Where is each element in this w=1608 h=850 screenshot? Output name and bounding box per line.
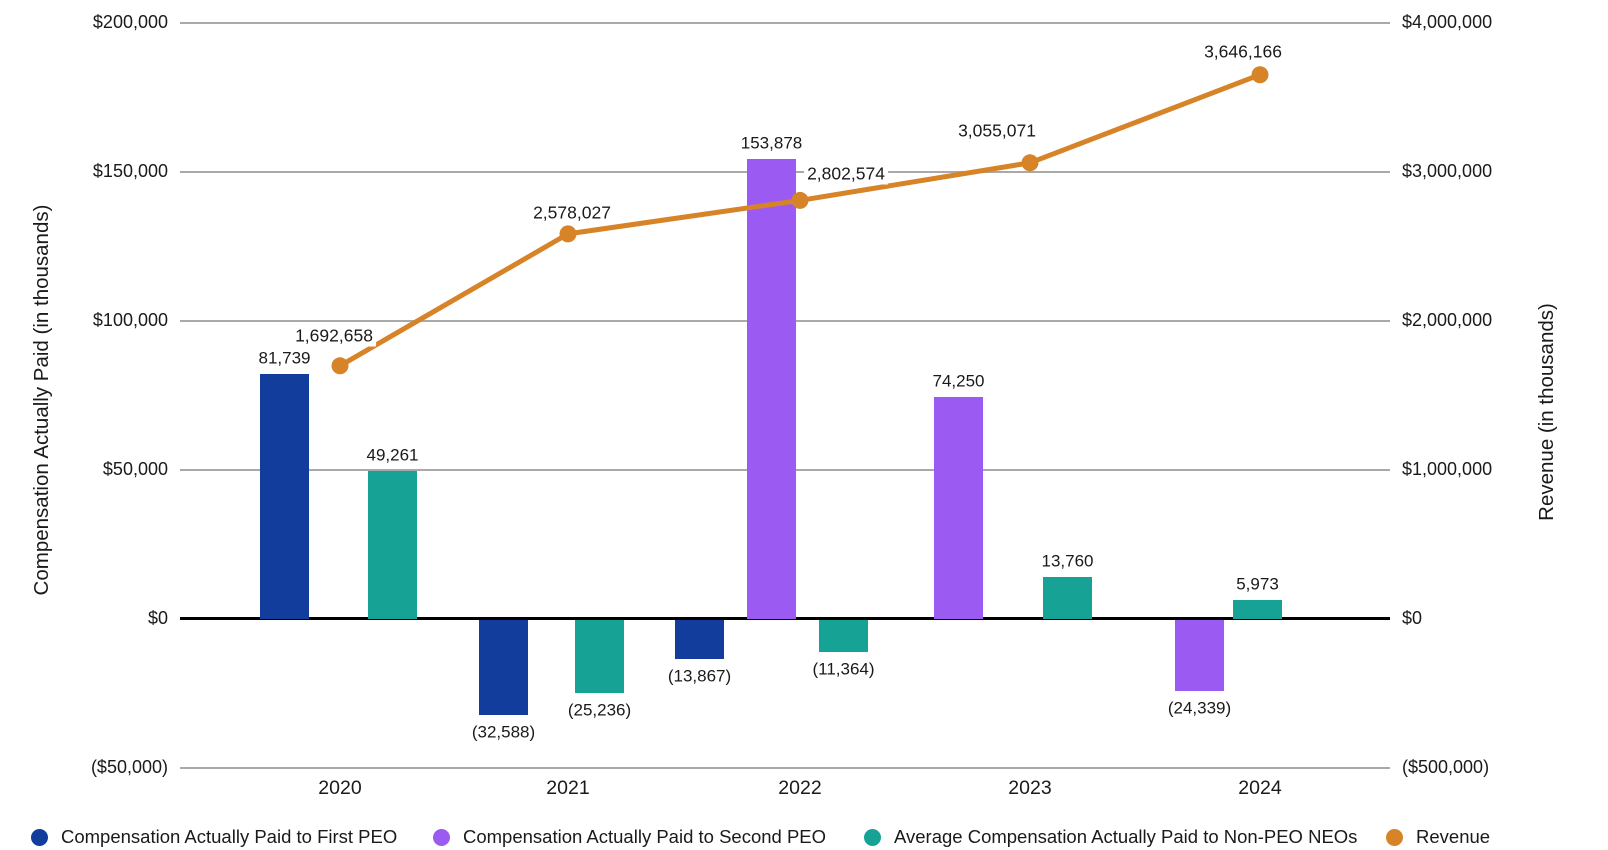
left-axis-tick-label: $100,000 <box>92 310 168 330</box>
revenue-point-2024 <box>1251 66 1269 84</box>
bar-first-peo-2022 <box>675 619 724 660</box>
bar-non-peo-neos-2023 <box>1043 576 1092 620</box>
left-axis-tick-label: $50,000 <box>102 459 168 479</box>
revenue-point-2023 <box>1021 154 1039 172</box>
bar-value-label-non-peo-neos-2020: 49,261 <box>363 444 422 466</box>
right-axis-tick-label: $0 <box>1402 608 1423 628</box>
legend-item-4: Revenue <box>1386 826 1490 848</box>
left-axis-tick-label: $150,000 <box>92 161 168 181</box>
revenue-value-label-2021: 2,578,027 <box>530 202 614 224</box>
revenue-value-label-2022: 2,802,574 <box>804 163 888 185</box>
legend-item-3: Average Compensation Actually Paid to No… <box>864 826 1357 848</box>
bar-second-peo-2022 <box>747 159 796 620</box>
revenue-point-2020 <box>331 357 349 375</box>
right-axis-tick-label: $3,000,000 <box>1402 161 1493 181</box>
legend-item-1: Compensation Actually Paid to First PEO <box>31 826 397 848</box>
legend-label: Compensation Actually Paid to Second PEO <box>463 826 827 847</box>
x-axis-label-2022: 2022 <box>778 777 822 799</box>
bar-value-label-second-peo-2022: 153,878 <box>737 132 806 154</box>
revenue-value-label-2024: 3,646,166 <box>1201 41 1285 63</box>
legend-label: Compensation Actually Paid to First PEO <box>61 826 398 847</box>
bar-second-peo-2023 <box>934 396 983 620</box>
bar-non-peo-neos-2024 <box>1233 600 1282 620</box>
left-axis-tick-label: $0 <box>147 608 168 628</box>
bar-value-label-non-peo-neos-2023: 13,760 <box>1038 550 1097 572</box>
bar-first-peo-2021 <box>479 619 528 716</box>
right-axis-tick-label: $4,000,000 <box>1402 12 1493 32</box>
bar-value-label-first-peo-2020: 81,739 <box>255 347 314 369</box>
x-axis-label-2024: 2024 <box>1238 777 1282 799</box>
right-axis-tick-label: $2,000,000 <box>1402 310 1493 330</box>
right-axis-tick-label: ($500,000) <box>1402 757 1490 777</box>
legend-marker-icon <box>433 828 450 846</box>
gridline <box>180 767 1390 769</box>
bar-value-label-first-peo-2022: (13,867) <box>664 665 735 687</box>
right-axis-tick-label: $1,000,000 <box>1402 459 1493 479</box>
revenue-point-2022 <box>791 191 809 209</box>
revenue-value-label-2023: 3,055,071 <box>955 120 1039 142</box>
revenue-point-2021 <box>559 225 577 243</box>
bar-first-peo-2020 <box>260 374 309 620</box>
bar-value-label-first-peo-2021: (32,588) <box>468 721 539 743</box>
revenue-value-label-2020: 1,692,658 <box>292 325 376 347</box>
x-axis-label-2020: 2020 <box>318 777 362 799</box>
bar-second-peo-2024 <box>1175 619 1224 691</box>
bar-non-peo-neos-2020 <box>368 471 417 620</box>
legend-item-2: Compensation Actually Paid to Second PEO <box>433 826 826 848</box>
bar-value-label-non-peo-neos-2024: 5,973 <box>1233 573 1282 595</box>
bar-value-label-second-peo-2023: 74,250 <box>929 370 988 392</box>
left-axis-tick-label: ($50,000) <box>90 757 168 777</box>
x-axis-label-2021: 2021 <box>546 777 590 799</box>
bar-value-label-second-peo-2024: (24,339) <box>1164 697 1235 719</box>
bar-value-label-non-peo-neos-2021: (25,236) <box>564 699 635 721</box>
bar-non-peo-neos-2021 <box>575 619 624 694</box>
bar-value-label-non-peo-neos-2022: (11,364) <box>809 658 878 680</box>
revenue-line <box>338 72 1261 368</box>
gridline <box>180 22 1390 24</box>
bar-non-peo-neos-2022 <box>819 619 868 652</box>
legend-label: Revenue <box>1416 826 1491 847</box>
legend-marker-icon <box>31 828 48 846</box>
x-axis-label-2023: 2023 <box>1008 777 1052 799</box>
legend-marker-icon <box>864 828 881 846</box>
legend-label: Average Compensation Actually Paid to No… <box>894 826 1358 847</box>
legend-marker-icon <box>1386 828 1403 846</box>
left-axis-tick-label: $200,000 <box>92 12 168 32</box>
